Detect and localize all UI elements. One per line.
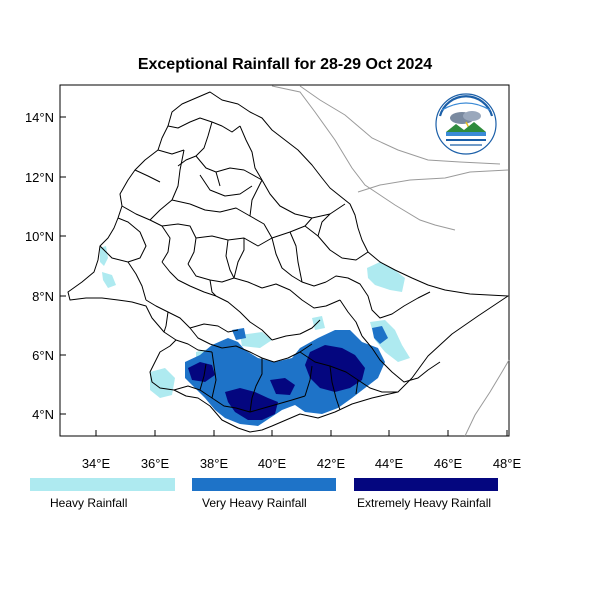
neighbour-borders — [271, 85, 510, 437]
ethiopia-borders — [67, 91, 509, 433]
y-tick-label: 6°N — [32, 348, 54, 363]
y-axis-labels: 14°N 12°N 10°N 8°N 6°N 4°N — [25, 110, 54, 422]
ethiopian-meteorology-institute-logo — [435, 93, 497, 155]
rainfall-overlay — [100, 246, 410, 426]
x-tick-label: 42°E — [317, 456, 346, 471]
legend-label-heavy: Heavy Rainfall — [50, 496, 128, 510]
legend-label-extremely-heavy: Extremely Heavy Rainfall — [357, 496, 492, 510]
x-tick-label: 40°E — [258, 456, 287, 471]
legend-label-very-heavy: Very Heavy Rainfall — [202, 496, 307, 510]
x-tick-label: 44°E — [375, 456, 404, 471]
x-axis-labels: 34°E 36°E 38°E 40°E 42°E 44°E 46°E 48°E — [82, 456, 522, 471]
country-outline — [67, 91, 509, 433]
legend-swatch-very-heavy — [192, 478, 336, 491]
map-title: Exceptional Rainfall for 28-29 Oct 2024 — [137, 56, 433, 73]
y-tick-label: 4°N — [32, 407, 54, 422]
x-tick-label: 38°E — [200, 456, 229, 471]
legend-swatch-extremely-heavy — [354, 478, 498, 491]
y-tick-label: 12°N — [25, 170, 54, 185]
y-tick-label: 8°N — [32, 289, 54, 304]
x-tick-label: 34°E — [82, 456, 111, 471]
x-tick-label: 46°E — [434, 456, 463, 471]
x-tick-label: 48°E — [493, 456, 522, 471]
y-tick-label: 10°N — [25, 229, 54, 244]
y-tick-label: 14°N — [25, 110, 54, 125]
map-frame — [59, 84, 510, 437]
x-tick-label: 36°E — [141, 456, 170, 471]
axis-ticks — [60, 116, 508, 436]
legend-swatch-heavy — [30, 478, 175, 491]
